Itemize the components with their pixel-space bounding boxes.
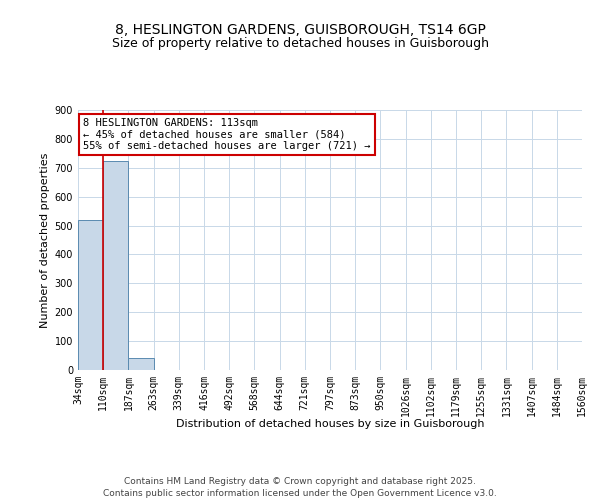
X-axis label: Distribution of detached houses by size in Guisborough: Distribution of detached houses by size … <box>176 419 484 429</box>
Bar <box>128 358 154 370</box>
Text: 8, HESLINGTON GARDENS, GUISBOROUGH, TS14 6GP: 8, HESLINGTON GARDENS, GUISBOROUGH, TS14… <box>115 22 485 36</box>
Bar <box>103 160 128 370</box>
Text: 8 HESLINGTON GARDENS: 113sqm
← 45% of detached houses are smaller (584)
55% of s: 8 HESLINGTON GARDENS: 113sqm ← 45% of de… <box>83 118 371 151</box>
Text: Contains HM Land Registry data © Crown copyright and database right 2025.
Contai: Contains HM Land Registry data © Crown c… <box>103 476 497 498</box>
Bar <box>78 220 103 370</box>
Y-axis label: Number of detached properties: Number of detached properties <box>40 152 50 328</box>
Text: Size of property relative to detached houses in Guisborough: Size of property relative to detached ho… <box>112 38 488 51</box>
